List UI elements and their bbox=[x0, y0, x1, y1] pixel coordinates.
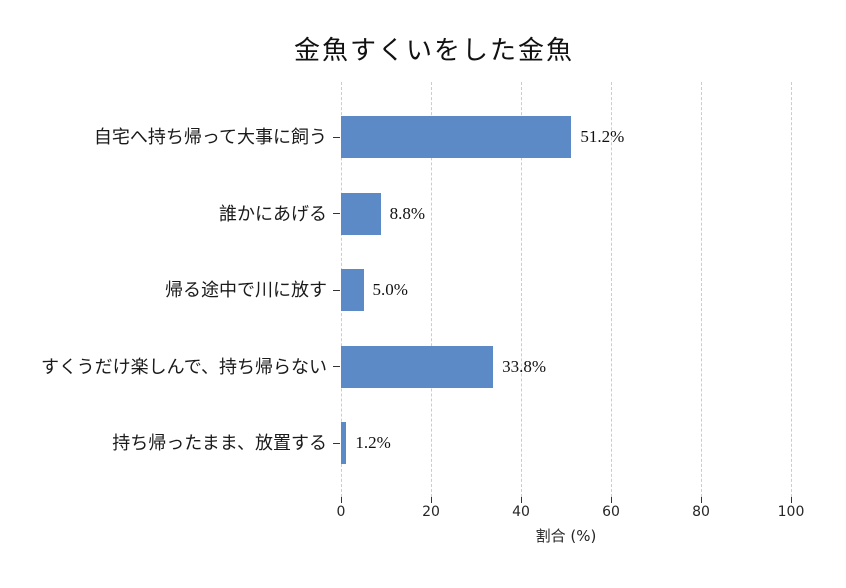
y-tick bbox=[333, 136, 340, 138]
x-axis-label: 割合 (%) bbox=[535, 527, 597, 545]
y-tick bbox=[333, 213, 340, 214]
x-tick-label: 20 bbox=[422, 504, 440, 520]
y-tick bbox=[333, 289, 340, 291]
x-tick-label: 0 bbox=[336, 504, 346, 520]
gridline bbox=[790, 82, 792, 497]
bar bbox=[341, 192, 381, 235]
bar bbox=[341, 116, 572, 158]
value-label: 8.8% bbox=[389, 203, 426, 223]
x-tick-label: 40 bbox=[512, 504, 530, 520]
bar bbox=[341, 422, 347, 464]
x-tick bbox=[700, 497, 702, 503]
category-label: 持ち帰ったまま、放置する bbox=[112, 433, 327, 453]
value-label: 5.0% bbox=[372, 280, 408, 299]
value-label: 33.8% bbox=[502, 356, 547, 376]
value-label: 51.2% bbox=[580, 127, 625, 146]
value-label: 1.2% bbox=[355, 433, 391, 452]
gridline bbox=[610, 82, 612, 497]
x-tick-label: 60 bbox=[602, 504, 620, 520]
x-tick bbox=[790, 497, 792, 503]
x-tick bbox=[610, 497, 612, 503]
gridline bbox=[700, 82, 702, 497]
x-tick-label: 80 bbox=[692, 504, 710, 520]
category-label: 帰る途中で川に放す bbox=[165, 280, 327, 300]
x-tick-label: 100 bbox=[777, 504, 805, 520]
plot-area bbox=[340, 82, 792, 497]
bar bbox=[341, 269, 364, 311]
category-label: 誰かにあげる bbox=[219, 203, 327, 224]
gridline bbox=[520, 82, 522, 497]
gridline bbox=[430, 82, 432, 497]
category-label: すくうだけ楽しんで、持ち帰らない bbox=[40, 356, 327, 377]
chart-title: 金魚すくいをした金魚 bbox=[293, 36, 574, 65]
y-tick bbox=[333, 442, 340, 444]
y-tick bbox=[333, 366, 340, 367]
x-tick bbox=[340, 497, 342, 503]
x-tick bbox=[430, 497, 432, 503]
x-tick bbox=[520, 497, 522, 503]
category-label: 自宅へ持ち帰って大事に飼う bbox=[93, 127, 327, 147]
bar bbox=[341, 345, 494, 388]
